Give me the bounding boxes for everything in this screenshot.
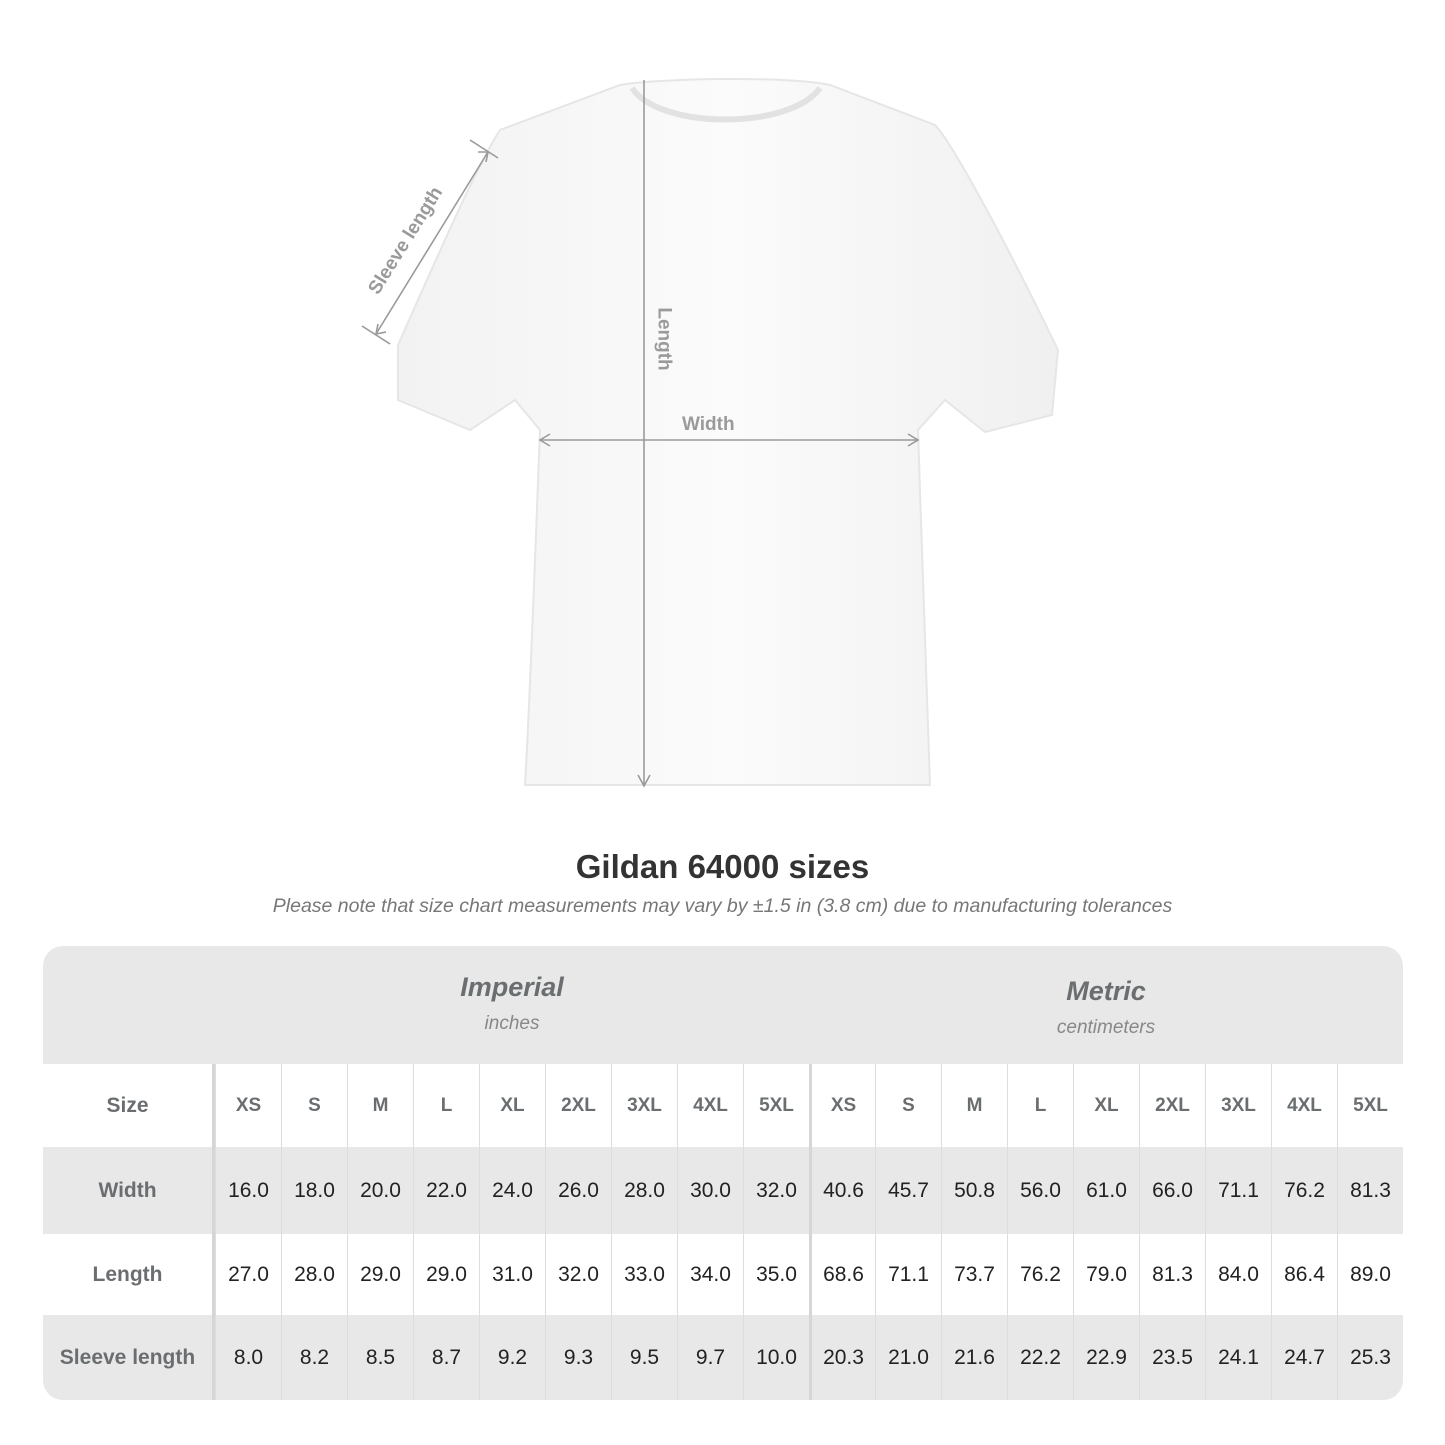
imperial-value-cell: 27.0 — [215, 1234, 281, 1315]
imperial-value-cell: 20.0 — [347, 1147, 413, 1234]
size-header-cell: 5XL — [1337, 1064, 1403, 1147]
imperial-value-cell: 28.0 — [281, 1234, 347, 1315]
metric-value-cell: 24.7 — [1271, 1315, 1337, 1400]
table-row: Length 27.0 28.0 29.0 29.0 31.0 32.0 33.0 34.0 35… — [43, 1234, 1403, 1315]
imperial-value-cell: 24.0 — [479, 1147, 545, 1234]
metric-value-cell: 21.0 — [875, 1315, 941, 1400]
imperial-value-cell: 33.0 — [611, 1234, 677, 1315]
imperial-value-cell: 32.0 — [545, 1234, 611, 1315]
imperial-value-cell: 8.2 — [281, 1315, 347, 1400]
imperial-value-cell: 16.0 — [215, 1147, 281, 1234]
row-label: Width — [43, 1147, 215, 1234]
size-header-row: Size XS S M L XL 2XL 3XL 4XL 5XL XS S M L XL 2XL 3XL 4XL 5… — [43, 1064, 1403, 1147]
size-table: Imperial inches Metric centimeters Size X… — [43, 946, 1403, 1400]
imperial-value-cell: 8.0 — [215, 1315, 281, 1400]
metric-value-cell: 22.2 — [1007, 1315, 1073, 1400]
metric-value-cell: 50.8 — [941, 1147, 1007, 1234]
imperial-header: Imperial inches — [215, 946, 809, 1090]
imperial-value-cell: 32.0 — [743, 1147, 809, 1234]
tshirt-shape — [397, 77, 1060, 786]
imperial-value-cell: 9.7 — [677, 1315, 743, 1400]
metric-value-cell: 56.0 — [1007, 1147, 1073, 1234]
size-header-cell: L — [413, 1064, 479, 1147]
metric-value-cell: 79.0 — [1073, 1234, 1139, 1315]
length-label: Length — [653, 307, 675, 371]
metric-value-cell: 61.0 — [1073, 1147, 1139, 1234]
metric-unit: centimeters — [1056, 1017, 1156, 1038]
page-title: Gildan 64000 sizes — [575, 848, 870, 885]
size-header-cell: 2XL — [1139, 1064, 1205, 1147]
row-label: Sleeve length — [43, 1315, 215, 1400]
size-header-cell: 4XL — [1271, 1064, 1337, 1147]
imperial-value-cell: 29.0 — [413, 1234, 479, 1315]
metric-value-cell: 68.6 — [809, 1234, 875, 1315]
imperial-value-cell: 8.5 — [347, 1315, 413, 1400]
imperial-unit: inches — [484, 1013, 540, 1034]
width-label: Width — [682, 414, 735, 435]
row-label: Size — [43, 1064, 215, 1147]
imperial-value-cell: 9.3 — [545, 1315, 611, 1400]
imperial-value-cell: 22.0 — [413, 1147, 479, 1234]
metric-value-cell: 20.3 — [809, 1315, 875, 1400]
metric-value-cell: 45.7 — [875, 1147, 941, 1234]
imperial-value-cell: 8.7 — [413, 1315, 479, 1400]
metric-value-cell: 81.3 — [1337, 1147, 1403, 1234]
imperial-value-cell: 35.0 — [743, 1234, 809, 1315]
size-header-cell: 2XL — [545, 1064, 611, 1147]
imperial-value-cell: 28.0 — [611, 1147, 677, 1234]
tolerance-note: Please note that size chart measurements… — [272, 895, 1173, 917]
imperial-value-cell: 34.0 — [677, 1234, 743, 1315]
imperial-label: Imperial — [460, 972, 564, 1002]
imperial-value-cell: 29.0 — [347, 1234, 413, 1315]
metric-value-cell: 71.1 — [875, 1234, 941, 1315]
size-header-cell: S — [281, 1064, 347, 1147]
metric-value-cell: 89.0 — [1337, 1234, 1403, 1315]
size-header-cell: 5XL — [743, 1064, 809, 1147]
metric-value-cell: 22.9 — [1073, 1315, 1139, 1400]
imperial-value-cell: 26.0 — [545, 1147, 611, 1234]
imperial-value-cell: 30.0 — [677, 1147, 743, 1234]
imperial-value-cell: 18.0 — [281, 1147, 347, 1234]
size-header-cell: XS — [809, 1064, 875, 1147]
metric-value-cell: 81.3 — [1139, 1234, 1205, 1315]
metric-value-cell: 71.1 — [1205, 1147, 1271, 1234]
metric-label: Metric — [1066, 976, 1146, 1006]
metric-value-cell: 66.0 — [1139, 1147, 1205, 1234]
metric-value-cell: 24.1 — [1205, 1315, 1271, 1400]
metric-value-cell: 76.2 — [1007, 1234, 1073, 1315]
measurement-lines — [361, 80, 920, 788]
metric-value-cell: 25.3 — [1337, 1315, 1403, 1400]
metric-value-cell: 84.0 — [1205, 1234, 1271, 1315]
imperial-value-cell: 10.0 — [743, 1315, 809, 1400]
metric-header: Metric centimeters — [809, 946, 1403, 1094]
size-header-cell: M — [941, 1064, 1007, 1147]
size-header-cell: 3XL — [1205, 1064, 1271, 1147]
tshirt-diagram — [361, 77, 1060, 788]
size-header-cell: 3XL — [611, 1064, 677, 1147]
metric-value-cell: 73.7 — [941, 1234, 1007, 1315]
imperial-value-cell: 31.0 — [479, 1234, 545, 1315]
imperial-value-cell: 9.2 — [479, 1315, 545, 1400]
table-row: Width 16.0 18.0 20.0 22.0 24.0 26.0 28.0 30.0 32.… — [43, 1147, 1403, 1234]
metric-value-cell: 23.5 — [1139, 1315, 1205, 1400]
size-header-cell: XL — [1073, 1064, 1139, 1147]
size-header-cell: 4XL — [677, 1064, 743, 1147]
size-header-cell: XL — [479, 1064, 545, 1147]
row-label: Length — [43, 1234, 215, 1315]
metric-value-cell: 21.6 — [941, 1315, 1007, 1400]
size-header-cell: L — [1007, 1064, 1073, 1147]
metric-value-cell: 76.2 — [1271, 1147, 1337, 1234]
imperial-value-cell: 9.5 — [611, 1315, 677, 1400]
metric-value-cell: 86.4 — [1271, 1234, 1337, 1315]
size-header-cell: XS — [215, 1064, 281, 1147]
table-row: Sleeve length 8.0 8.2 8.5 8.7 9.2 9.3 9.5 9.7 10.… — [43, 1315, 1403, 1400]
size-header-cell: M — [347, 1064, 413, 1147]
metric-value-cell: 40.6 — [809, 1147, 875, 1234]
size-header-cell: S — [875, 1064, 941, 1147]
